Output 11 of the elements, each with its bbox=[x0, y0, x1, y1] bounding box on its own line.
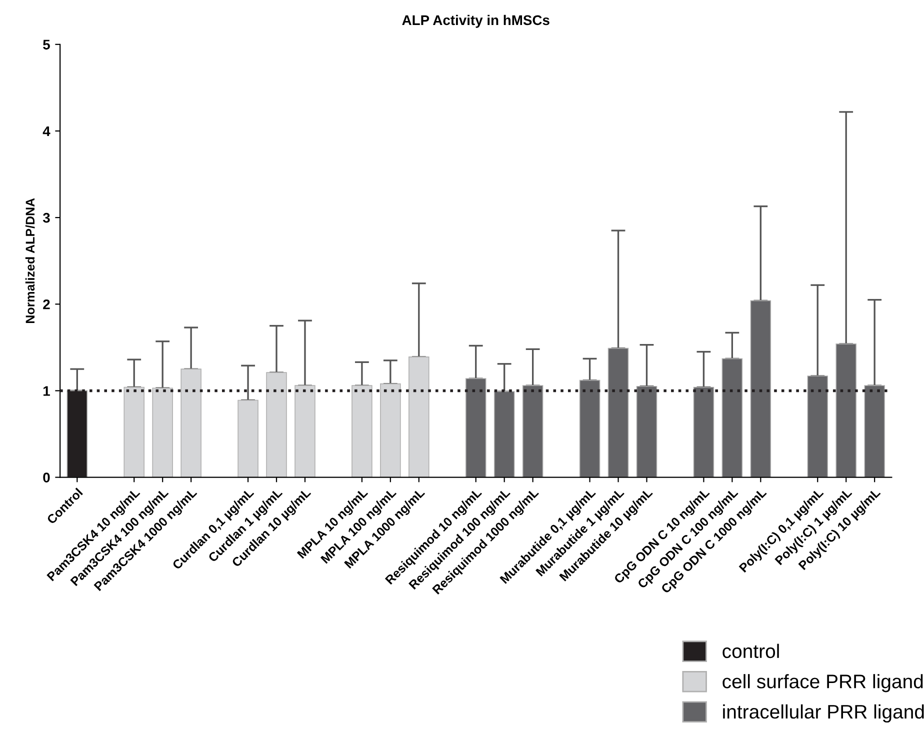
legend-label: intracellular PRR ligand bbox=[723, 704, 924, 722]
y-tick-label: 5 bbox=[43, 40, 50, 50]
y-tick-label: 1 bbox=[43, 386, 50, 396]
legend-label: cell surface PRR ligand bbox=[722, 674, 923, 692]
y-tick-label: 2 bbox=[43, 299, 50, 310]
y-tick-label: 4 bbox=[42, 126, 50, 136]
chart-title: ALP Activity in hMSCs bbox=[402, 14, 550, 28]
y-tick-label: 0 bbox=[43, 472, 50, 482]
y-tick-label: 3 bbox=[42, 212, 50, 223]
legend-label: control bbox=[722, 644, 779, 658]
y-axis-title: Normalized ALP/DNA bbox=[25, 198, 35, 323]
